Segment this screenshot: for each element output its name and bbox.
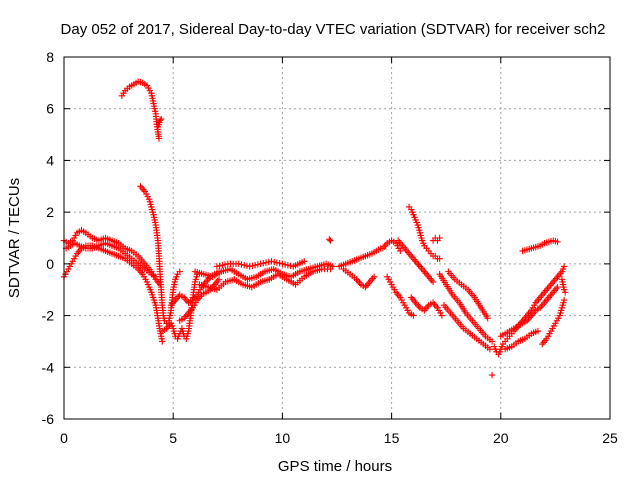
data-point-arc-high-tail <box>157 115 165 123</box>
data-point-arc-drop-morning <box>176 268 183 275</box>
x-tick-label: 10 <box>275 430 291 446</box>
data-point-mid-day-c <box>257 260 264 268</box>
data-point-trough-20h-b <box>554 283 561 291</box>
data-point-spike-17h <box>436 234 443 242</box>
chart-title: Day 052 of 2017, Sidereal Day-to-day VTE… <box>61 21 606 38</box>
y-tick-label: 6 <box>46 101 54 117</box>
y-tick-label: -4 <box>42 359 55 375</box>
data-point-mid-day-c <box>281 261 289 268</box>
data-point-recovery-5h-b <box>215 276 223 283</box>
data-point-arc-high-tail <box>156 117 164 124</box>
data-point-early-band-a <box>156 281 164 288</box>
data-point-mid-day-c <box>249 262 256 269</box>
data-point-mid-day-c <box>279 260 286 268</box>
data-point-mid-day-c <box>276 260 283 267</box>
y-tick-label: 2 <box>46 204 54 220</box>
data-point-mid-day-b <box>327 265 334 273</box>
data-point-mid-day-c <box>221 261 229 268</box>
data-point-mid-day-c <box>265 258 272 266</box>
data-point-arc-high-morning <box>155 135 163 142</box>
data-point-afternoon-d <box>410 312 417 319</box>
y-axis-label: SDTVAR / TECUs <box>6 178 23 298</box>
data-point-mid-day-c <box>251 261 259 269</box>
data-point-early-band-b <box>159 338 166 345</box>
x-tick-label: 15 <box>384 430 400 446</box>
data-point-late-low <box>560 296 568 304</box>
data-point-mid-day-c <box>271 258 278 266</box>
data-points <box>60 78 569 379</box>
data-point-early-band-c <box>152 273 159 280</box>
data-point-mid-day-c <box>235 260 242 268</box>
data-point-mid-day-c <box>240 261 248 269</box>
data-point-evening-a <box>488 338 496 345</box>
data-point-mid-day-c <box>243 262 251 269</box>
data-point-afternoon-c <box>397 247 404 255</box>
plot-frame <box>63 56 611 420</box>
y-tick-label: 4 <box>46 152 54 168</box>
data-point-outlier-19h <box>488 371 496 379</box>
data-point-mid-day-c <box>213 263 221 270</box>
data-point-arc-16h-b <box>429 278 437 286</box>
data-point-trough-20h-c <box>534 327 542 335</box>
data-point-afternoon-b <box>370 273 378 280</box>
x-tick-label: 20 <box>493 430 509 446</box>
y-tick-label: -6 <box>42 411 55 427</box>
data-point-mid-day-c <box>262 259 270 266</box>
data-point-arc-16h <box>436 255 443 262</box>
data-point-trough-20h <box>560 263 568 270</box>
data-point-mid-day-c <box>268 258 275 265</box>
data-point-mid-day-c <box>216 262 223 269</box>
x-tick-label: 0 <box>60 430 68 446</box>
data-point-outlier-12h <box>327 237 334 244</box>
data-point-mid-day-c <box>254 261 262 268</box>
x-tick-label: 25 <box>602 430 618 446</box>
data-point-evening-c <box>484 314 491 322</box>
data-point-evening-b <box>486 345 494 353</box>
data-point-mid-day-c <box>260 260 267 267</box>
data-point-mid-day-c <box>219 261 226 269</box>
y-tick-label: -2 <box>42 308 55 324</box>
y-tick-label: 0 <box>46 256 54 272</box>
axis-ticks: 0 5 10 15 20 25 -6 -4 -2 0 2 4 6 8 <box>42 49 618 446</box>
data-point-late-high <box>554 238 561 246</box>
data-point-late-right <box>562 289 569 296</box>
data-point-mid-day-c <box>238 261 245 268</box>
data-point-mid-day-c <box>301 258 308 265</box>
y-tick-label: 8 <box>46 49 54 65</box>
data-point-mid-day-c <box>273 259 281 266</box>
x-tick-label: 5 <box>169 430 177 446</box>
data-point-outlier-12h <box>326 236 333 243</box>
data-point-mid-day-c <box>246 263 253 270</box>
data-point-mid-day-c <box>284 261 292 269</box>
grid <box>64 57 610 419</box>
x-axis-label: GPS time / hours <box>278 458 392 475</box>
data-point-cluster-16h-low <box>438 312 446 319</box>
